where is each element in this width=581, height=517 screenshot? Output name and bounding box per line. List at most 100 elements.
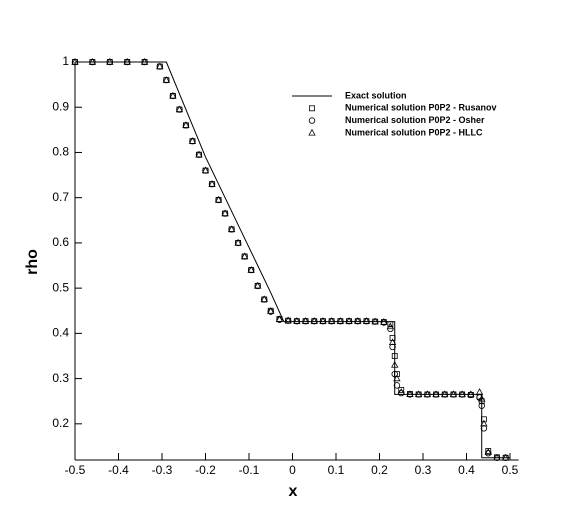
marker-triangle (195, 150, 203, 158)
exact-line (75, 61, 510, 459)
marker-circle (389, 343, 396, 351)
y-tick-label: 0.2 (52, 416, 69, 430)
marker-square (309, 105, 315, 112)
x-tick-label: 0 (289, 463, 296, 477)
marker-triangle (423, 390, 432, 398)
marker-triangle (388, 338, 397, 346)
marker-triangle (432, 390, 440, 398)
x-tick-label: 0.3 (415, 463, 432, 477)
marker-circle (478, 402, 485, 409)
marker-triangle (336, 317, 345, 324)
marker-triangle (254, 281, 262, 289)
marker-triangle (156, 62, 164, 70)
marker-triangle (501, 453, 510, 461)
y-tick-label: 0.4 (52, 326, 69, 340)
marker-triangle (345, 317, 353, 324)
marker-triangle (260, 295, 268, 303)
marker-triangle (386, 322, 395, 330)
y-tick-label: 0.8 (52, 145, 69, 159)
marker-triangle (467, 390, 475, 398)
marker-triangle (267, 307, 275, 314)
marker-triangle (221, 209, 229, 217)
marker-triangle (319, 317, 327, 324)
marker-square (389, 334, 396, 341)
legend-label: Exact solution (345, 90, 407, 100)
marker-circle (276, 316, 283, 323)
marker-triangle (234, 238, 242, 246)
marker-triangle (478, 394, 486, 402)
marker-triangle (449, 390, 458, 398)
y-tick-label: 0.3 (52, 371, 69, 385)
x-tick-label: 0.2 (371, 463, 388, 477)
marker-circle (267, 308, 274, 315)
marker-triangle (169, 91, 177, 99)
marker-triangle (354, 317, 362, 324)
marker-triangle (362, 317, 371, 324)
x-tick-label: -0.1 (239, 463, 260, 477)
marker-triangle (208, 180, 216, 187)
marker-square (393, 371, 400, 377)
marker-circle (393, 382, 401, 389)
marker-circle (398, 389, 405, 397)
marker-circle (380, 319, 388, 326)
marker-triangle (162, 76, 171, 83)
marker-triangle (275, 315, 284, 322)
marker-triangle (480, 419, 488, 427)
marker-triangle (391, 360, 399, 368)
marker-triangle (175, 105, 184, 113)
marker-square (480, 416, 487, 423)
marker-triangle (393, 374, 401, 382)
marker-triangle (227, 225, 236, 232)
marker-triangle (247, 266, 255, 273)
marker-triangle (308, 128, 316, 136)
marker-circle (308, 117, 316, 124)
marker-triangle (240, 252, 249, 260)
marker-triangle (106, 57, 114, 65)
y-tick-label: 0.9 (52, 99, 69, 113)
x-tick-label: 0.1 (328, 463, 345, 477)
x-tick-label: -0.3 (152, 463, 173, 477)
marker-triangle (88, 57, 97, 65)
marker-triangle (371, 317, 379, 325)
x-tick-label: -0.5 (65, 463, 86, 477)
marker-triangle (301, 317, 310, 324)
marker-circle (467, 391, 475, 399)
marker-triangle (182, 121, 190, 128)
marker-circle (391, 370, 398, 378)
marker-triangle (397, 388, 405, 395)
marker-square (398, 386, 405, 393)
marker-triangle (214, 195, 223, 203)
marker-circle (485, 450, 492, 457)
y-tick-label: 0.7 (52, 190, 69, 204)
marker-triangle (123, 57, 131, 65)
legend-label: Numerical solution P0P2 - Osher (345, 115, 485, 125)
marker-triangle (71, 57, 79, 65)
marker-triangle (406, 390, 414, 398)
marker-triangle (201, 166, 210, 174)
marker-triangle (475, 388, 484, 395)
marker-triangle (293, 317, 301, 324)
legend-label: Numerical solution P0P2 - HLLC (345, 127, 483, 137)
marker-triangle (380, 318, 388, 325)
marker-triangle (140, 57, 149, 65)
y-tick-label: 0.5 (52, 280, 69, 294)
marker-square (387, 321, 394, 328)
marker-triangle (310, 317, 318, 324)
x-tick-label: -0.2 (195, 463, 216, 477)
x-axis-label: x (289, 483, 298, 500)
x-tick-label: -0.4 (108, 463, 129, 477)
marker-square (391, 353, 398, 359)
x-tick-label: 0.5 (502, 463, 519, 477)
x-tick-label: 0.4 (458, 463, 475, 477)
marker-triangle (484, 448, 492, 455)
y-tick-label: 0.6 (52, 235, 69, 249)
marker-triangle (327, 317, 336, 324)
y-tick-label: 1 (62, 54, 69, 68)
marker-triangle (414, 390, 423, 398)
marker-triangle (284, 316, 292, 324)
marker-triangle (493, 453, 501, 461)
marker-triangle (458, 390, 466, 398)
marker-triangle (188, 137, 197, 144)
